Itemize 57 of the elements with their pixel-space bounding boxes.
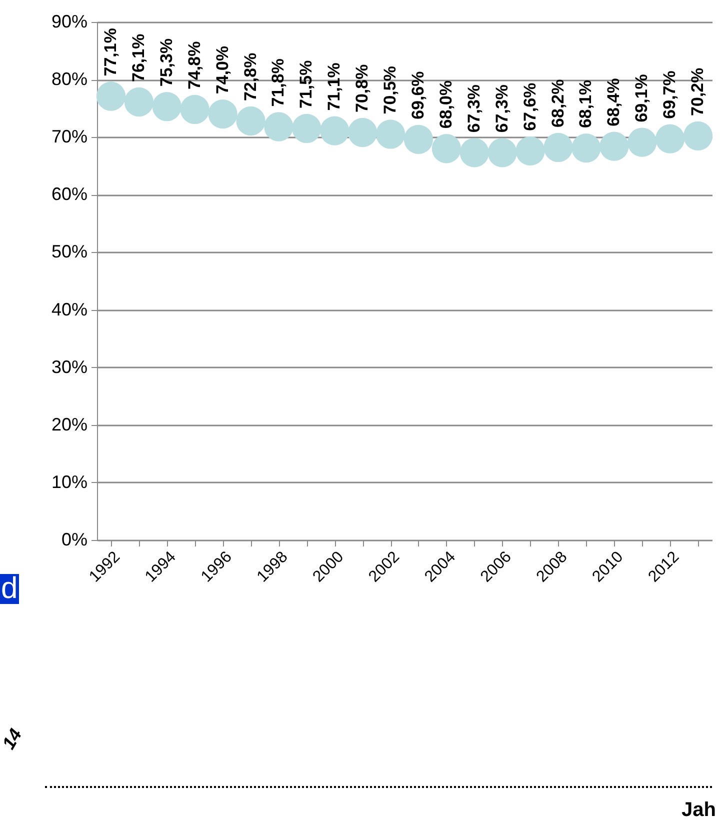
point (488, 138, 517, 168)
point (180, 94, 210, 124)
point (376, 120, 406, 149)
y-tick-label: 0% (61, 530, 88, 550)
data-label: 77,1% (100, 28, 120, 76)
y-tick-label: 30% (51, 356, 88, 377)
point (655, 124, 685, 154)
data-label: 68,0% (436, 80, 456, 129)
point (96, 82, 126, 111)
data-label: 68,1% (576, 80, 596, 128)
point (683, 121, 713, 151)
point (432, 134, 462, 164)
y-tick-label: 90% (51, 12, 88, 32)
point (236, 106, 266, 136)
point (544, 132, 573, 162)
point (628, 128, 657, 157)
point (404, 124, 434, 154)
data-label: 67,3% (464, 84, 484, 133)
y-tick-label: 60% (51, 184, 88, 204)
data-label: 69,7% (660, 70, 680, 119)
data-label: 71,5% (296, 60, 316, 108)
data-label: 67,6% (520, 82, 540, 131)
y-tick-label: 70% (51, 126, 88, 147)
data-label: 74,8% (184, 41, 204, 90)
point (208, 100, 238, 129)
data-label: 68,2% (548, 79, 568, 128)
y-tick-label: 80% (51, 69, 88, 90)
point (320, 116, 350, 146)
data-label: 75,3% (156, 38, 176, 87)
text: Jah (682, 799, 716, 821)
text: 14 (0, 725, 26, 753)
data-label: 74,0% (212, 46, 232, 94)
data-label: 68,4% (604, 78, 624, 126)
point (460, 138, 489, 168)
point (264, 112, 294, 142)
data-label: 70,2% (688, 68, 708, 116)
data-label: 70,8% (352, 64, 372, 113)
point (124, 87, 154, 117)
data-label: 76,1% (128, 34, 148, 82)
y-tick-label: 50% (51, 242, 88, 262)
point (348, 118, 378, 148)
point (600, 132, 629, 161)
data-label: 71,1% (324, 62, 344, 111)
y-tick-label: 20% (51, 414, 88, 434)
data-label: 67,3% (492, 84, 512, 133)
data-label: 69,6% (408, 71, 428, 120)
y-tick-label: 40% (51, 299, 88, 320)
point (572, 134, 601, 163)
point (292, 114, 322, 144)
point (516, 136, 545, 166)
point (152, 92, 182, 122)
data-label: 72,8% (240, 52, 260, 101)
data-label: 69,1% (632, 74, 652, 122)
text: d (0, 572, 19, 605)
data-label: 71,8% (268, 58, 288, 107)
y-tick-label: 10% (51, 472, 88, 492)
data-label: 70,5% (380, 66, 400, 114)
